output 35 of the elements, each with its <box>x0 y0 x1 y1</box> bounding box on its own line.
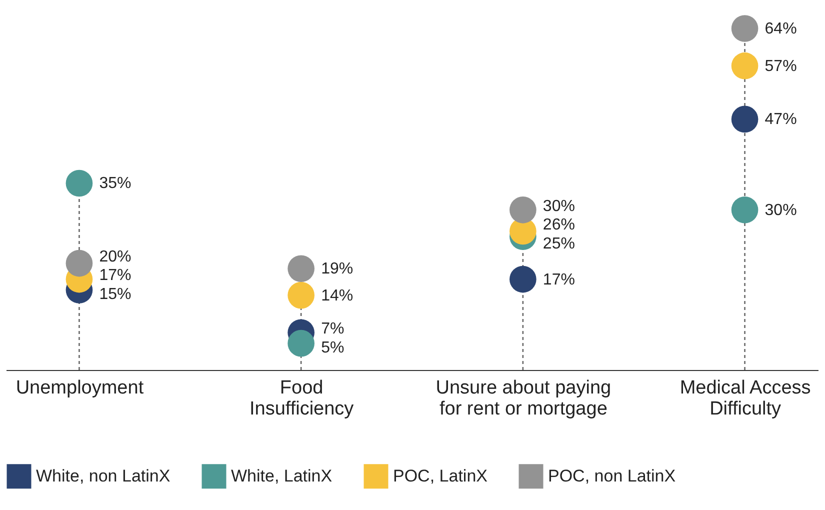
point <box>288 255 314 282</box>
data-label: 14% <box>321 287 354 304</box>
legend-label: POC, non LatinX <box>548 466 676 486</box>
data-label: 19% <box>321 260 354 278</box>
legend-label: White, non LatinX <box>36 466 170 486</box>
data-label: 5% <box>321 339 344 356</box>
point <box>288 330 314 357</box>
data-label: 25% <box>542 235 575 252</box>
x-tick-label: Food Insufficiency <box>249 378 354 420</box>
x-tick-label: Unemployment <box>16 378 144 398</box>
point <box>731 15 758 42</box>
data-label: 15% <box>99 286 132 304</box>
data-label: 30% <box>764 202 797 219</box>
data-label: 20% <box>99 248 132 266</box>
data-label: 17% <box>99 267 132 284</box>
data-label: 30% <box>542 198 575 215</box>
data-label: 47% <box>764 111 797 128</box>
point <box>288 282 314 309</box>
legend-label: POC, LatinX <box>393 466 488 486</box>
data-label: 7% <box>321 320 344 338</box>
point <box>66 170 93 197</box>
point <box>731 106 758 133</box>
point <box>66 250 93 277</box>
x-tick-label: Unsure about paying for rent or mortgage <box>436 378 612 420</box>
point <box>731 52 758 80</box>
x-tick-label: Medical Access Difficulty <box>680 378 811 420</box>
data-label: 17% <box>542 271 575 288</box>
point <box>510 196 536 224</box>
data-label: 64% <box>764 20 797 38</box>
point <box>731 196 758 224</box>
data-label: 57% <box>764 58 797 75</box>
point <box>510 266 536 293</box>
data-label: 35% <box>99 175 132 192</box>
legend-label: White, LatinX <box>231 466 332 486</box>
data-label: 26% <box>542 216 575 234</box>
